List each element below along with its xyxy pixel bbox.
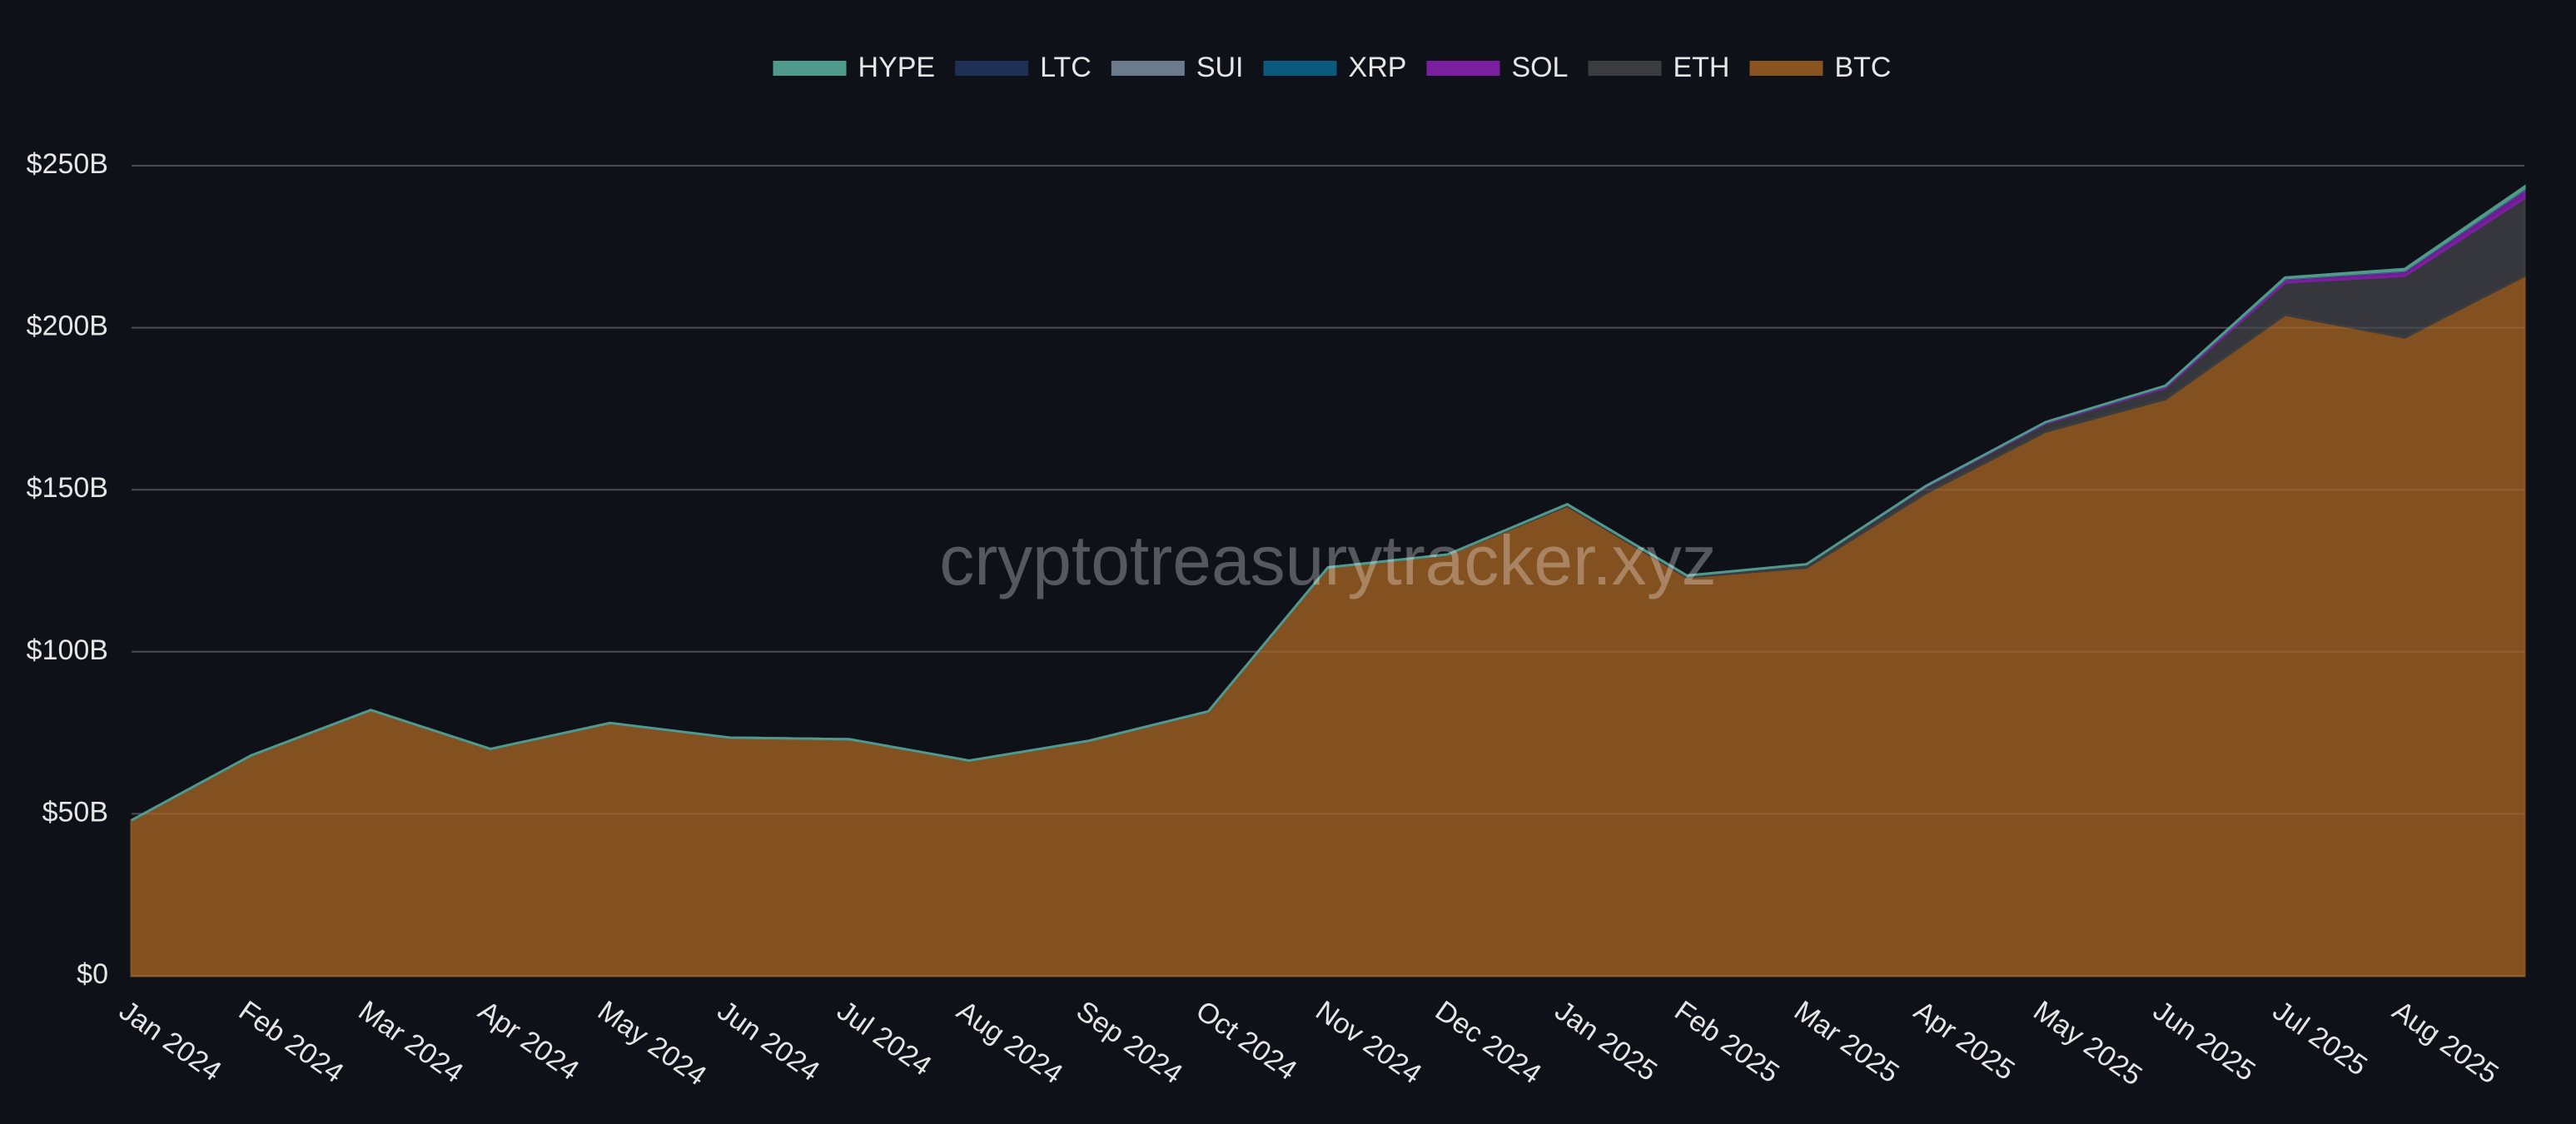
legend-swatch bbox=[1263, 61, 1337, 76]
legend-swatch bbox=[955, 61, 1029, 76]
legend-label: SOL bbox=[1511, 52, 1568, 83]
legend-swatch bbox=[1426, 61, 1500, 76]
legend-swatch bbox=[1749, 61, 1823, 76]
legend-swatch bbox=[1588, 61, 1662, 76]
legend-label: ETH bbox=[1673, 52, 1729, 83]
watermark: cryptotreasurytracker.xyz bbox=[939, 521, 1717, 599]
y-tick-label: $200B bbox=[27, 311, 108, 342]
y-tick-label: $0 bbox=[77, 958, 108, 990]
legend-swatch bbox=[773, 61, 847, 76]
legend-label: LTC bbox=[1040, 52, 1092, 83]
legend-label: BTC bbox=[1834, 52, 1891, 83]
y-tick-label: $150B bbox=[27, 472, 108, 504]
legend-label: XRP bbox=[1349, 52, 1407, 83]
area bbox=[131, 184, 2526, 822]
y-tick-label: $50B bbox=[42, 796, 108, 828]
legend-label: SUI bbox=[1196, 52, 1244, 83]
legend-label: HYPE bbox=[858, 52, 936, 83]
legend-swatch bbox=[1111, 61, 1185, 76]
y-tick-label: $100B bbox=[27, 634, 108, 666]
legend: HYPE LTC SUI XRP SOL ETH BTC bbox=[773, 52, 1891, 83]
y-tick-label: $250B bbox=[27, 148, 108, 180]
